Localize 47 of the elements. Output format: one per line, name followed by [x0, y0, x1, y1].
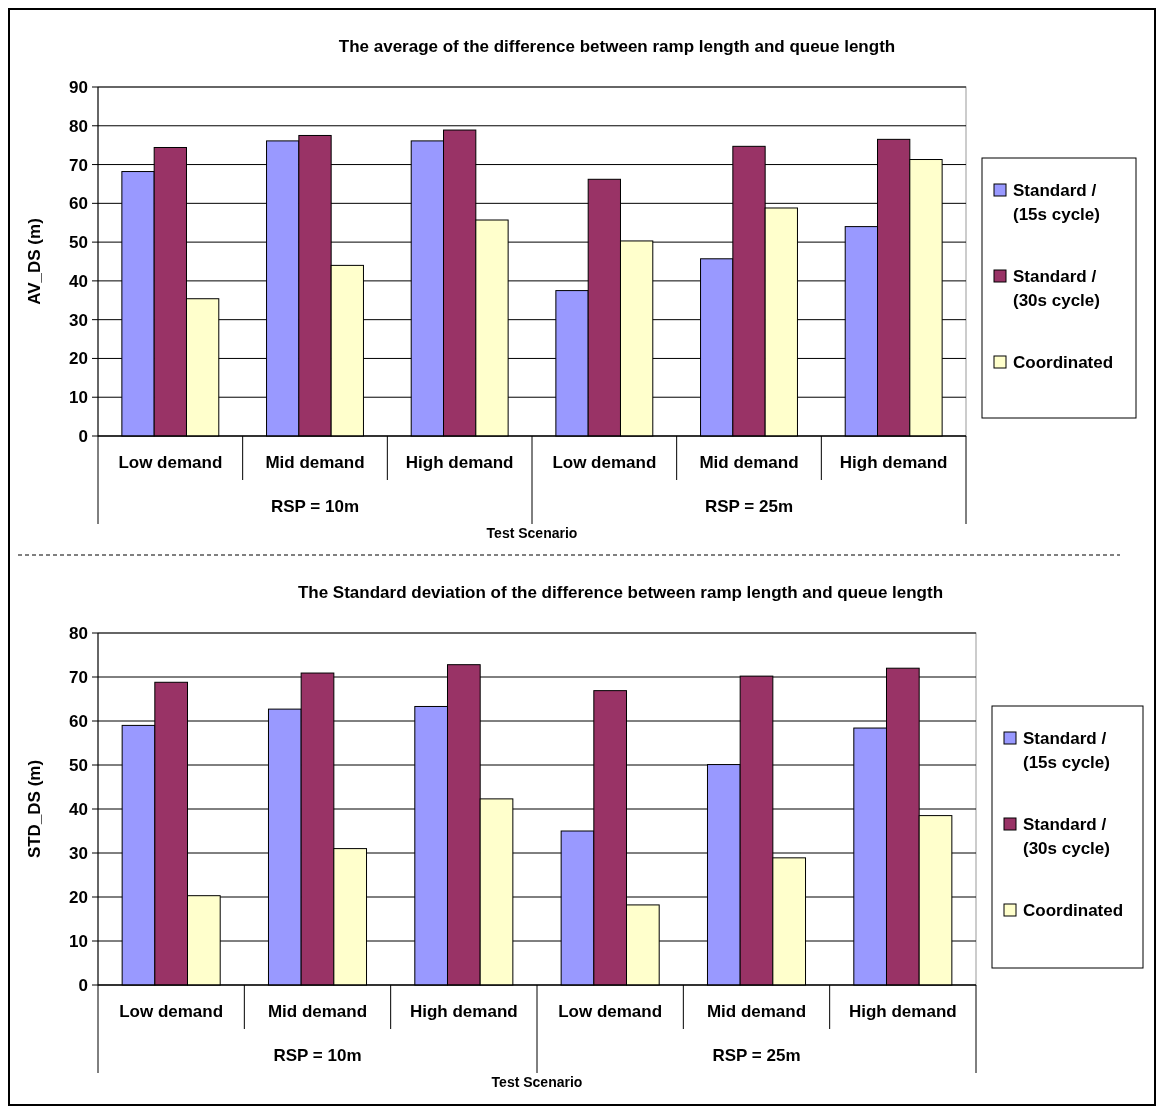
y-tick-label: 10 [69, 931, 88, 951]
y-tick-label: 80 [69, 116, 88, 136]
y-tick-label: 20 [69, 887, 88, 907]
x-tick-label: Low demand [558, 1002, 663, 1021]
x-tick-label: Mid demand [265, 453, 365, 472]
x-tick-label: High demand [410, 1002, 518, 1021]
x-tick-label: Low demand [119, 1002, 224, 1021]
y-tick-label: 60 [69, 194, 88, 214]
text: RSP = 10m [270, 497, 360, 516]
y-tick-label: 80 [69, 623, 88, 643]
y-tick-label: 10 [69, 388, 88, 408]
y-tick-label: 30 [69, 310, 88, 330]
x-tick-label: Low demand [118, 453, 223, 472]
y-tick-label: 40 [69, 271, 88, 291]
legend-label: Standard / (30s cycle) [1023, 814, 1110, 858]
x-tick-label: High demand [849, 1002, 957, 1021]
legend-label: Standard / (15s cycle) [1023, 728, 1110, 772]
text: RSP = 10m [273, 1046, 362, 1065]
y-axis-title: STD_DS (m) [25, 759, 44, 859]
x-tick-label: Mid demand [706, 1002, 807, 1021]
legend-label: Coordinated [1023, 900, 1124, 920]
y-tick-label: 70 [69, 667, 88, 687]
x-axis-title: Test Scenario [486, 525, 578, 541]
y-tick-label: 70 [69, 155, 88, 175]
y-tick-label: 50 [69, 755, 88, 775]
x-tick-label: Mid demand [267, 1002, 368, 1021]
text: RSP = 25m [712, 1046, 801, 1065]
y-tick-label: 20 [69, 349, 88, 369]
y-tick-label: 30 [69, 843, 88, 863]
chart-title: The average of the difference between ramp length and queue length [338, 37, 896, 56]
y-tick-label: 40 [69, 799, 88, 819]
legend-label: Coordinated [1013, 352, 1114, 372]
x-axis-title: Test Scenario [491, 1074, 583, 1090]
y-tick-label: 50 [69, 233, 88, 253]
text: RSP = 25m [704, 497, 794, 516]
x-tick-label: High demand [405, 453, 514, 472]
y-tick-label: 0 [78, 975, 88, 995]
chart-title: The Standard deviation of the difference between ramp length and queue length [297, 583, 944, 602]
y-tick-label: 0 [78, 426, 88, 446]
x-tick-label: High demand [839, 453, 948, 472]
y-tick-label: 90 [69, 77, 88, 97]
y-tick-label: 60 [69, 711, 88, 731]
x-tick-label: Mid demand [699, 453, 799, 472]
legend-label: Standard / (15s cycle) [1013, 180, 1100, 224]
x-tick-label: Low demand [552, 453, 657, 472]
y-axis-title: AV_DS (m) [25, 218, 44, 305]
legend-label: Standard / (30s cycle) [1013, 266, 1100, 310]
